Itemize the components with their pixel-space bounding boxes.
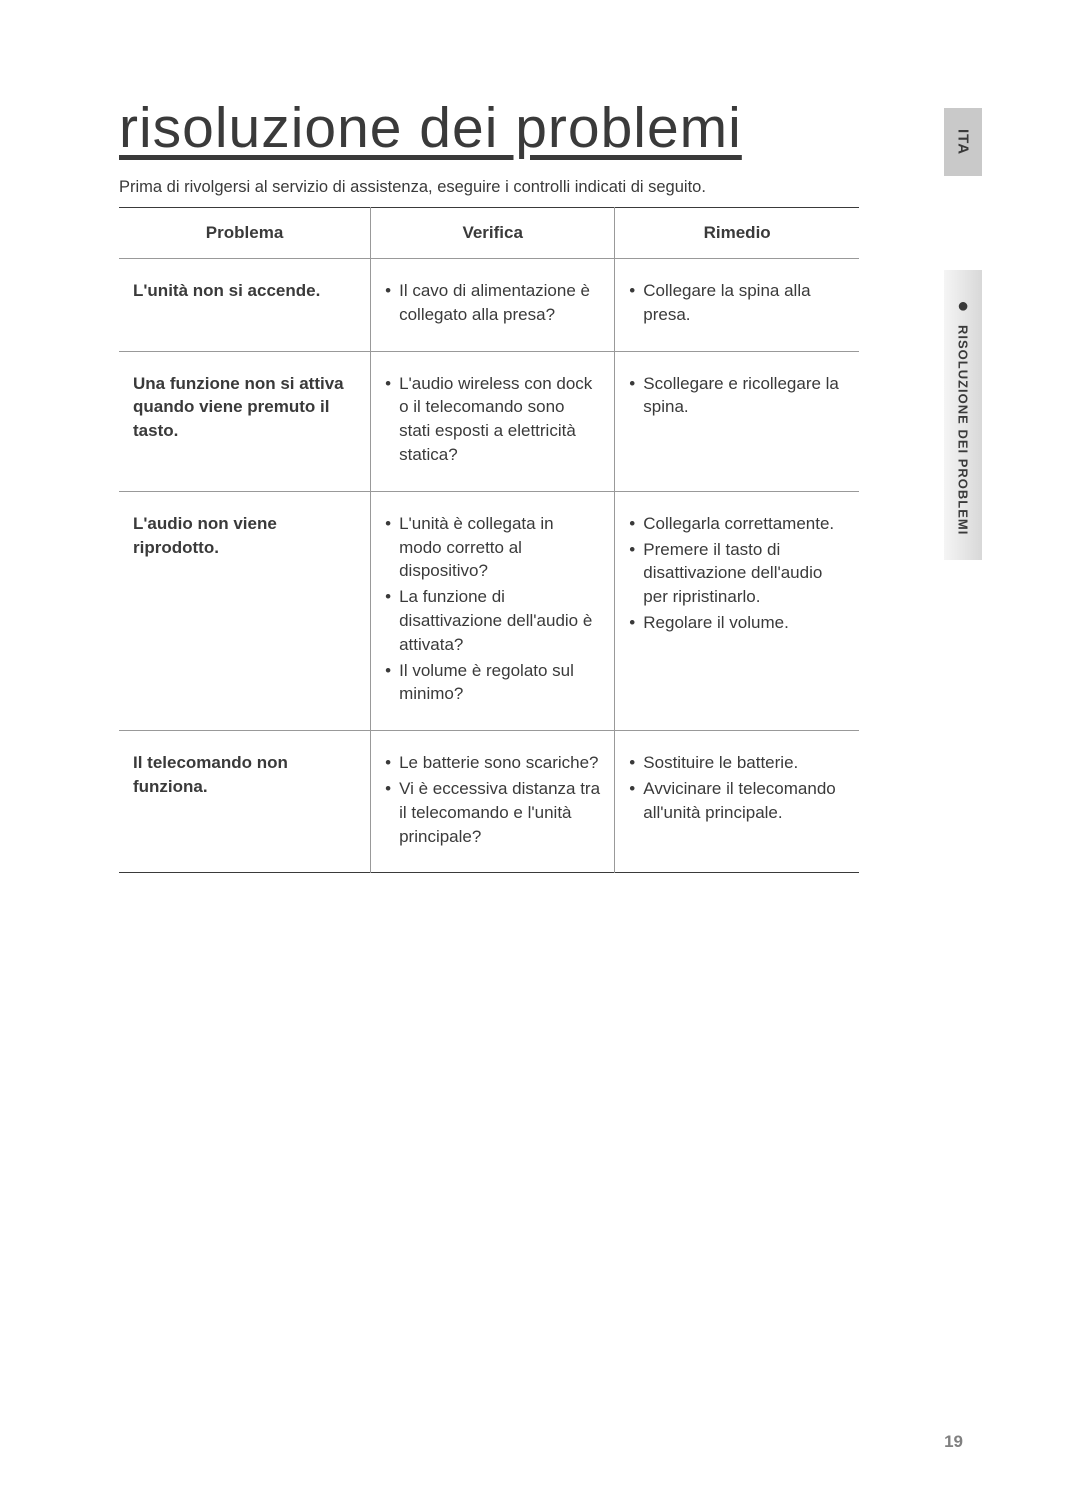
intro-text: Prima di rivolgersi al servizio di assis… <box>119 178 706 197</box>
list-item: L'unità è collegata in modo corretto al … <box>385 512 600 583</box>
table-row: L'unità non si accende. Il cavo di alime… <box>119 259 859 352</box>
list-item: Vi è eccessiva distanza tra il telecoman… <box>385 777 600 848</box>
header-problem: Problema <box>119 208 371 259</box>
problem-text: Una funzione non si attiva quando viene … <box>133 374 344 441</box>
language-label: ITA <box>955 129 972 155</box>
list-item: Il cavo di alimentazione è collegato all… <box>385 279 600 327</box>
bullet-icon: ● <box>953 295 973 317</box>
list-item: Regolare il volume. <box>629 611 845 635</box>
list-item: L'audio wireless con dock o il telecoman… <box>385 372 600 467</box>
remedy-list: Collegarla correttamente. Premere il tas… <box>629 512 845 635</box>
list-item: Scollegare e ricollegare la spina. <box>629 372 845 420</box>
troubleshooting-table: Problema Verifica Rimedio L'unità non si… <box>119 207 859 873</box>
remedy-list: Scollegare e ricollegare la spina. <box>629 372 845 420</box>
page-number: 19 <box>944 1432 963 1452</box>
problem-text: L'unità non si accende. <box>133 281 320 300</box>
list-item: Collegarla correttamente. <box>629 512 845 536</box>
page-title: risoluzione dei problemi <box>119 95 742 161</box>
header-remedy: Rimedio <box>615 208 859 259</box>
table-row: Il telecomando non funziona. Le batterie… <box>119 731 859 873</box>
list-item: Premere il tasto di disattivazione dell'… <box>629 538 845 609</box>
list-item: Avvicinare il telecomando all'unità prin… <box>629 777 845 825</box>
check-list: Il cavo di alimentazione è collegato all… <box>385 279 600 327</box>
check-list: Le batterie sono scariche? Vi è eccessiv… <box>385 751 600 848</box>
language-tab: ITA <box>944 108 982 176</box>
section-label: RISOLUZIONE DEI PROBLEMI <box>956 325 971 535</box>
remedy-list: Sostituire le batterie. Avvicinare il te… <box>629 751 845 824</box>
list-item: Le batterie sono scariche? <box>385 751 600 775</box>
problem-text: Il telecomando non funziona. <box>133 753 288 796</box>
remedy-list: Collegare la spina alla presa. <box>629 279 845 327</box>
table-row: Una funzione non si attiva quando viene … <box>119 351 859 491</box>
list-item: Il volume è regolato sul minimo? <box>385 659 600 707</box>
list-item: La funzione di disattivazione dell'audio… <box>385 585 600 656</box>
list-item: Sostituire le batterie. <box>629 751 845 775</box>
header-check: Verifica <box>371 208 615 259</box>
problem-text: L'audio non viene riprodotto. <box>133 514 277 557</box>
list-item: Collegare la spina alla presa. <box>629 279 845 327</box>
table-row: L'audio non viene riprodotto. L'unità è … <box>119 491 859 730</box>
check-list: L'unità è collegata in modo corretto al … <box>385 512 600 706</box>
table-header-row: Problema Verifica Rimedio <box>119 208 859 259</box>
section-tab-content: ● RISOLUZIONE DEI PROBLEMI <box>953 295 973 535</box>
check-list: L'audio wireless con dock o il telecoman… <box>385 372 600 467</box>
section-tab: ● RISOLUZIONE DEI PROBLEMI <box>944 270 982 560</box>
